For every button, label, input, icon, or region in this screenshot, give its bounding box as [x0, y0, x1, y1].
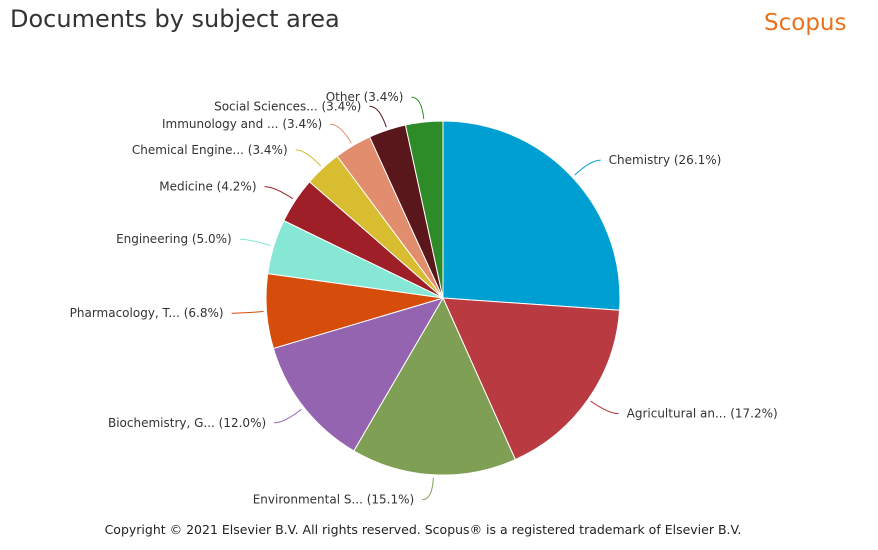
pie-leader-6: [264, 186, 294, 200]
copyright-footer: Copyright © 2021 Elsevier B.V. All right…: [104, 522, 742, 537]
pie-slice-0[interactable]: [442, 120, 621, 311]
pie-label-4: Pharmacology, T... (6.8%): [70, 306, 224, 320]
scopus-logo[interactable]: Scopus: [764, 10, 847, 36]
page-title: Documents by subject area: [10, 5, 340, 33]
pie-label-0: Chemistry (26.1%): [609, 153, 722, 167]
pie-slice-2[interactable]: [353, 296, 516, 476]
pie-leader-2: [422, 477, 434, 501]
pie-slice-1[interactable]: [442, 297, 621, 461]
pie-leader-5: [239, 238, 271, 247]
pie-label-8: Immunology and ... (3.4%): [162, 117, 322, 131]
pie-label-2: Environmental S... (15.1%): [253, 493, 414, 507]
pie-leader-8: [330, 123, 352, 144]
pie-leader-0: [574, 159, 601, 176]
pie-leader-lines: [231, 96, 619, 501]
pie-slices: [265, 120, 621, 476]
pie-leader-10: [411, 96, 425, 120]
pie-leader-4: [231, 311, 264, 314]
pie-label-3: Biochemistry, G... (12.0%): [108, 416, 266, 430]
pie-label-9: Social Sciences... (3.4%): [214, 99, 361, 113]
pie-label-5: Engineering (5.0%): [116, 232, 232, 246]
pie-leader-9: [369, 105, 387, 128]
pie-leader-3: [274, 408, 302, 424]
pie-label-7: Chemical Engine... (3.4%): [132, 143, 288, 157]
pie-leader-7: [295, 149, 321, 167]
pie-labels: Chemistry (26.1%) Agricultural an... (17.…: [70, 90, 778, 507]
pie-label-1: Agricultural an... (17.2%): [627, 407, 778, 421]
pie-leader-1: [590, 400, 619, 415]
pie-label-6: Medicine (4.2%): [159, 180, 256, 194]
pie-label-10: Other (3.4%): [326, 90, 404, 104]
pie-slice-10[interactable]: [404, 120, 444, 299]
